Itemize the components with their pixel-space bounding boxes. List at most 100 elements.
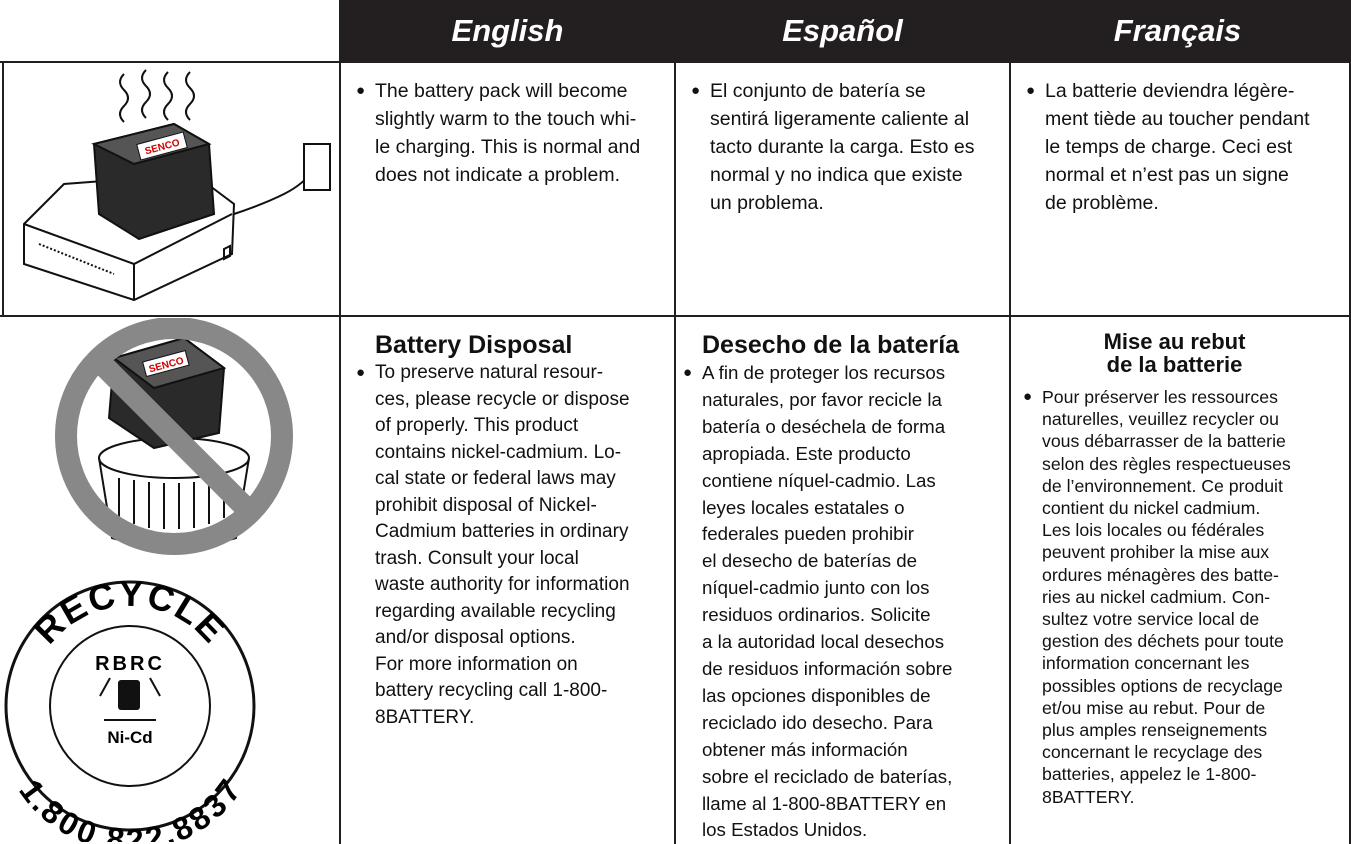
text-line: de l’environnement. Ce produit	[1042, 475, 1283, 496]
bullet-paragraph: ● To preserve natural resour-ces, please …	[356, 360, 669, 731]
text-line: et/ou mise au rebut. Pour de	[1042, 697, 1266, 718]
text-line: sentirá ligeramente caliente al	[710, 108, 970, 130]
text-line: tacto durante la carga. Esto es	[710, 136, 975, 158]
seal-inner	[49, 625, 211, 787]
cell: Desecho de la batería ● A fin de proteger …	[683, 330, 1004, 844]
text-line: contains nickel-cadmium. Lo-	[375, 441, 622, 463]
text-line: federales pueden prohibir	[702, 523, 914, 545]
bullet: ●	[1026, 82, 1036, 99]
text-line: reciclado ido desecho. Para	[702, 711, 933, 733]
text-line: las opciones disponibles de	[702, 684, 931, 706]
text-line: obtener más información	[702, 738, 908, 760]
text-line: residuos ordinarios. Solicite	[702, 604, 931, 626]
text-line: plus amples renseignements	[1042, 720, 1268, 741]
text-line: níquel-cadmio junto con los	[702, 577, 930, 599]
bullet-paragraph: ● The battery pack will become slightly wa…	[356, 77, 669, 189]
text-line: slightly warm to the touch whi-	[375, 108, 637, 130]
text-line: and/or disposal options.	[375, 627, 576, 648]
cell: Mise au rebut de la batterie ● Pour préserv…	[1023, 330, 1339, 808]
text-line: El conjunto de batería se	[710, 80, 926, 102]
text-line: normal et n’est pas un signe	[1045, 164, 1289, 186]
bullet: ●	[1023, 388, 1033, 405]
column-header: English	[451, 13, 564, 48]
text-line: de problème.	[1045, 192, 1159, 214]
heading-gap	[1042, 376, 1339, 386]
text-line: le charging. This is normal and	[375, 136, 641, 158]
bullet: ●	[683, 364, 693, 381]
text-line: The battery pack will become	[375, 80, 628, 102]
text-line: waste authority for information	[375, 574, 630, 595]
text-line: ordures ménagères des batte-	[1042, 564, 1279, 585]
column-border	[674, 0, 676, 844]
column-header: Français	[1113, 13, 1242, 48]
bullet-paragraph: ● El conjunto de batería se sentirá ligera…	[691, 77, 1004, 217]
text-line: 8BATTERY.	[375, 706, 475, 728]
text-line: sobre el reciclado de baterías,	[702, 765, 953, 787]
bullet-paragraph: ● Pour préserver les ressources naturelles…	[1023, 386, 1339, 808]
cell: ● The battery pack will become slightly wa…	[356, 77, 669, 189]
recycle-arrows	[99, 677, 161, 721]
text-line: normal y no indica que existe	[710, 164, 963, 186]
text-line: A fin de proteger los recursos	[702, 362, 946, 383]
text-line: trash. Consult your local	[375, 547, 579, 569]
disposal-illustration: SENCO RECYCLE 1.800.822.8837 RBRC Ni-Cd	[4, 318, 293, 842]
charger-illustration: SENCO	[23, 69, 331, 302]
text-line: concernant le recyclage des	[1042, 742, 1263, 763]
logo-box	[142, 349, 190, 378]
prohibition-circle	[55, 318, 293, 555]
text-line: contient du nickel cadmium.	[1042, 498, 1261, 519]
text-line: battery recycling call 1-800-	[375, 680, 608, 701]
text-line: le temps de charge. Ceci est	[1045, 136, 1293, 158]
text-line: cal state or federal laws may	[375, 468, 616, 489]
text-line: Pour préserver les ressources	[1042, 387, 1278, 407]
column-header: Español	[782, 13, 903, 48]
text-line: does not indicate a problem.	[375, 164, 620, 186]
text-line: contiene níquel-cadmio. Las	[702, 469, 936, 491]
text-line: llame al 1-800-8BATTERY en	[702, 792, 947, 814]
text-line: La batterie deviendra légère-	[1045, 80, 1295, 102]
cell: ● El conjunto de batería se sentirá ligera…	[691, 77, 1004, 217]
text-line: Cadmium batteries in ordinary	[375, 521, 629, 542]
text-line: batteries, appelez le 1-800-	[1042, 764, 1257, 785]
text-line: vous débarrasser de la batterie	[1042, 431, 1286, 452]
text-line: batería o deséchela de forma	[702, 415, 946, 437]
text-line: gestion des déchets pour toute	[1042, 631, 1284, 652]
text-line: a la autoridad local desechos	[702, 631, 945, 653]
seal-nicd: Ni-Cd	[107, 728, 152, 747]
text-line: possibles options de recyclage	[1042, 675, 1283, 696]
text-line: selon des règles respectueuses	[1042, 453, 1291, 474]
text-line: prohibit disposal of Nickel-	[375, 494, 597, 516]
text-line: information concernant les	[1042, 653, 1250, 674]
column-border	[2, 62, 4, 316]
battery-icon	[118, 680, 140, 710]
text-line: peuvent prohiber la mise aux	[1042, 542, 1270, 563]
text-line: un problema.	[710, 192, 824, 214]
seal-rbrc: RBRC	[95, 653, 165, 675]
column-border	[339, 0, 341, 844]
column-border	[1349, 62, 1351, 844]
cell: Battery Disposal ● To preserve natural res…	[356, 330, 669, 731]
text-line: los Estados Unidos.	[702, 819, 868, 841]
text-line: leyes locales estatales o	[702, 496, 905, 518]
text-line: sultez votre service local de	[1042, 609, 1260, 630]
cell-heading: Mise au rebut	[1103, 329, 1246, 354]
text-line: apropiada. Este producto	[702, 442, 911, 464]
text-line: naturelles, veuillez recycler ou	[1042, 409, 1279, 430]
prohibition-bar	[90, 352, 258, 520]
cell-heading: Battery Disposal	[375, 331, 573, 359]
bullet-paragraph: ● La batterie deviendra légère-ment tiède…	[1026, 77, 1339, 217]
text-line: ces, please recycle or dispose	[375, 388, 630, 410]
text-line: naturales, por favor recicle la	[702, 388, 942, 410]
bullet: ●	[356, 82, 366, 99]
header-bar	[340, 0, 1351, 62]
text-line: Les lois locales ou fédérales	[1042, 520, 1265, 541]
text-line: For more information on	[375, 653, 578, 675]
logo-box	[136, 131, 188, 161]
text-line: 8BATTERY.	[1042, 786, 1135, 807]
text-line: el desecho de baterías de	[702, 550, 918, 572]
text-line: ries au nickel cadmium. Con-	[1042, 586, 1271, 607]
text-line: ment tiède au toucher pendant	[1045, 108, 1310, 130]
text-line: regarding available recycling	[375, 600, 616, 622]
text-line: of properly. This product	[375, 415, 579, 436]
